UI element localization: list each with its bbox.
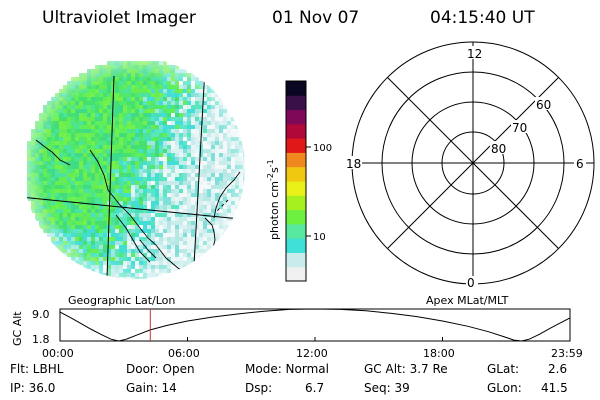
dsp-value: 6.7 (305, 381, 325, 395)
mlat-label-70: 70 (512, 121, 527, 135)
glon-label: GLon: (487, 381, 522, 395)
colorbar-tick-100: 100 (313, 143, 332, 154)
altitude-curve (59, 308, 571, 342)
mlt-label-18: 18 (346, 157, 361, 171)
polar-labels: 12 18 6 0 60 70 80 (344, 46, 586, 290)
altitude-frame (59, 308, 571, 342)
instrument-title: Ultraviolet Imager (42, 8, 196, 28)
time-label-1800: 18:00 (423, 347, 455, 360)
altitude-tick-1-8: 1.8 (32, 333, 50, 346)
polar-grid (351, 41, 595, 285)
mode-readout: Mode: Normal (245, 362, 329, 376)
observation-date: 01 Nov 07 (272, 8, 360, 28)
time-ticks (59, 337, 571, 341)
glon-value: 41.5 (541, 381, 568, 395)
time-label-0600: 06:00 (168, 347, 200, 360)
apex-caption: Apex MLat/MLT (426, 294, 509, 307)
time-label-2359: 23:59 (551, 347, 583, 360)
ip-readout: IP: 36.0 (10, 381, 56, 395)
earth-image (23, 57, 245, 279)
colorbar: 100 10 photon cm-2s-1 (266, 80, 332, 282)
mlat-label-60: 60 (536, 98, 551, 112)
altitude-plot: GC Alt 9.0 1.8 00:00 06:00 12:00 18:00 2… (11, 308, 583, 360)
mlt-label-12: 12 (467, 47, 482, 61)
sequence-readout: Seq: 39 (364, 381, 410, 395)
observation-time: 04:15:40 UT (430, 8, 535, 28)
altitude-axis-label: GC Alt (11, 311, 24, 346)
altitude-tick-9: 9.0 (32, 308, 50, 321)
gc-altitude-readout: GC Alt: 3.7 Re (364, 362, 448, 376)
time-label-0000: 00:00 (42, 347, 74, 360)
geographic-caption: Geographic Lat/Lon (68, 294, 175, 307)
glat-label: GLat: (487, 362, 520, 376)
colorbar-tick-10: 10 (313, 232, 326, 243)
mlt-label-0: 0 (467, 276, 475, 290)
mlat-label-80: 80 (491, 142, 506, 156)
mlt-label-6: 6 (576, 157, 584, 171)
time-label-1200: 12:00 (296, 347, 328, 360)
filter-readout: Flt: LBHL (10, 362, 64, 376)
colorbar-unit-label: photon cm-2s-1 (266, 159, 281, 240)
door-readout: Door: Open (126, 362, 195, 376)
geo-grid (23, 67, 245, 279)
colorbar-scale (286, 81, 306, 282)
dsp-label: Dsp: (245, 381, 273, 395)
coastlines (35, 139, 241, 276)
glat-value: 2.6 (548, 362, 568, 376)
gain-readout: Gain: 14 (126, 381, 177, 395)
